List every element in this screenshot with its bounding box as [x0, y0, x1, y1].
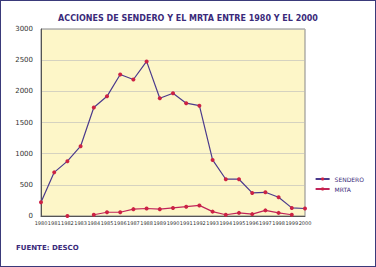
svg-text:1000: 1000	[15, 150, 33, 158]
svg-text:1990: 1990	[167, 220, 180, 226]
svg-text:ACCIONES DE SENDERO Y EL MRTA: ACCIONES DE SENDERO Y EL MRTA ENTRE 1980…	[58, 14, 318, 23]
svg-text:2000: 2000	[299, 220, 312, 226]
svg-text:500: 500	[20, 181, 33, 189]
svg-text:1987: 1987	[127, 220, 140, 226]
svg-text:1994: 1994	[219, 220, 232, 226]
svg-text:1996: 1996	[246, 220, 259, 226]
svg-text:1980: 1980	[35, 220, 48, 226]
svg-text:1991: 1991	[180, 220, 193, 226]
svg-text:FUENTE: DESCO: FUENTE: DESCO	[16, 244, 79, 252]
svg-text:1992: 1992	[193, 220, 206, 226]
svg-text:2500: 2500	[15, 56, 33, 64]
svg-text:1985: 1985	[101, 220, 114, 226]
svg-text:1982: 1982	[61, 220, 74, 226]
svg-text:1983: 1983	[74, 220, 87, 226]
svg-text:1999: 1999	[285, 220, 298, 226]
svg-text:MRTA: MRTA	[335, 186, 352, 193]
svg-text:1988: 1988	[140, 220, 153, 226]
svg-text:1984: 1984	[87, 220, 100, 226]
svg-text:SENDERO: SENDERO	[335, 176, 365, 183]
svg-text:1981: 1981	[48, 220, 61, 226]
svg-text:3000: 3000	[15, 25, 33, 33]
svg-text:1500: 1500	[15, 119, 33, 127]
svg-text:1995: 1995	[233, 220, 246, 226]
svg-text:1989: 1989	[153, 220, 166, 226]
svg-text:1998: 1998	[272, 220, 285, 226]
svg-text:1993: 1993	[206, 220, 219, 226]
svg-text:1986: 1986	[114, 220, 127, 226]
svg-text:0: 0	[29, 212, 33, 220]
svg-text:1997: 1997	[259, 220, 272, 226]
svg-text:2000: 2000	[15, 87, 33, 95]
